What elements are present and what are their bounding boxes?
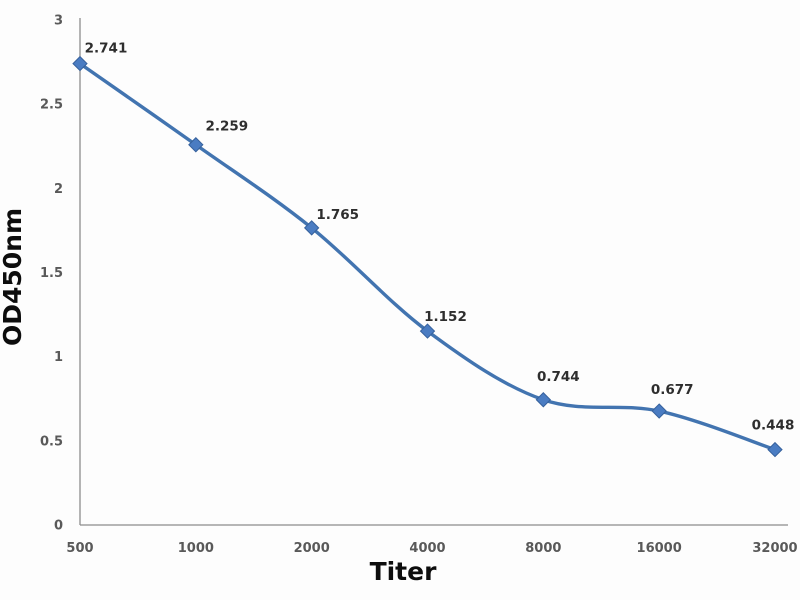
- y-tick-label: 0.5: [40, 434, 63, 449]
- data-point-label: 2.741: [85, 41, 128, 57]
- series-layer: [72, 55, 783, 458]
- data-point-label: 0.677: [651, 382, 694, 398]
- x-axis-title: Titer: [370, 557, 438, 586]
- x-tick-label: 4000: [409, 541, 445, 556]
- data-point-label: 0.448: [752, 418, 795, 434]
- y-tick-label: 3: [54, 14, 63, 29]
- data-point-label: 1.765: [316, 207, 359, 223]
- x-tick-label: 8000: [525, 541, 561, 556]
- data-point-label: 2.259: [205, 119, 248, 135]
- data-point-marker: [535, 392, 552, 408]
- data-point-marker: [303, 220, 320, 236]
- y-tick-label: 2.5: [40, 98, 63, 113]
- x-tick-label: 500: [66, 541, 93, 556]
- point-label-layer: 2.741 2.259 1.765 1.152 0.744 0.677 0.448: [85, 41, 795, 434]
- data-point-marker: [188, 137, 204, 153]
- y-tick-label: 0: [54, 519, 63, 534]
- x-tick-label: 16000: [637, 541, 682, 556]
- data-point-marker: [767, 441, 783, 458]
- y-axis-title: OD450nm: [0, 208, 27, 346]
- axes-layer: [79, 18, 788, 526]
- x-tick-label: 2000: [294, 541, 330, 556]
- data-point-label: 1.152: [424, 309, 467, 325]
- data-point-label: 0.744: [537, 369, 580, 385]
- data-point-marker: [72, 55, 88, 72]
- y-tick-label: 2: [54, 182, 63, 197]
- x-tick-label: 1000: [178, 541, 214, 556]
- data-point-marker: [651, 403, 667, 419]
- tick-layer: 0 0.5 1 1.5 2 2.5 3 500 1000 2000 4000 8000 16000 320…: [40, 14, 798, 557]
- y-tick-label: 1: [54, 350, 63, 365]
- data-point-marker: [419, 323, 436, 339]
- y-tick-label: 1.5: [40, 266, 63, 281]
- x-tick-label: 32000: [752, 541, 797, 556]
